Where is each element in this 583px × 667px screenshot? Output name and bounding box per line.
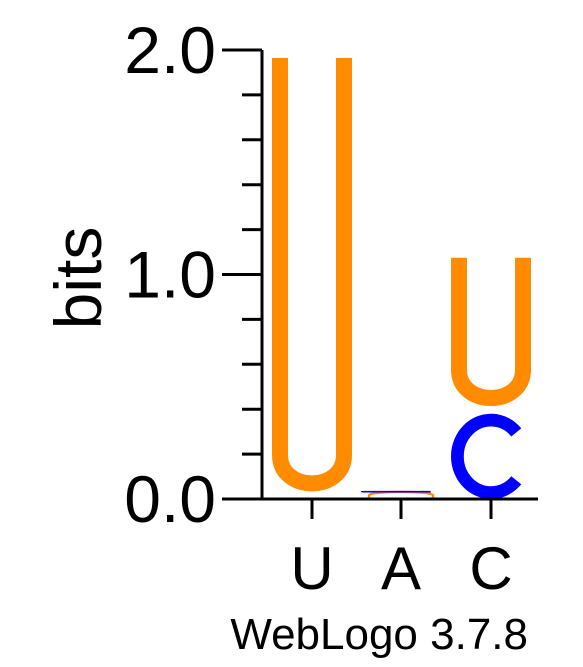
logo-stack-a: [360, 490, 435, 501]
x-tick-label: C: [469, 535, 512, 602]
x-tick-label: A: [381, 535, 421, 602]
weblogo-credit: WebLogo 3.7.8: [230, 610, 528, 659]
logo-stack-u: [272, 58, 352, 492]
y-axis: [222, 48, 538, 519]
letter-u-glyph: [451, 257, 531, 407]
y-tick-label: 1.0: [124, 238, 216, 312]
logo-stacks: [272, 58, 531, 501]
letter-c-glyph: [451, 413, 522, 499]
y-tick-label: 2.0: [124, 13, 216, 87]
letter-u-glyph: [272, 58, 352, 492]
y-tick-labels: 0.0 1.0 2.0: [124, 13, 216, 536]
y-tick-label: 0.0: [124, 462, 216, 536]
x-tick-label: U: [290, 535, 333, 602]
y-axis-label: bits: [41, 227, 115, 330]
logo-stack-c: [451, 257, 531, 499]
